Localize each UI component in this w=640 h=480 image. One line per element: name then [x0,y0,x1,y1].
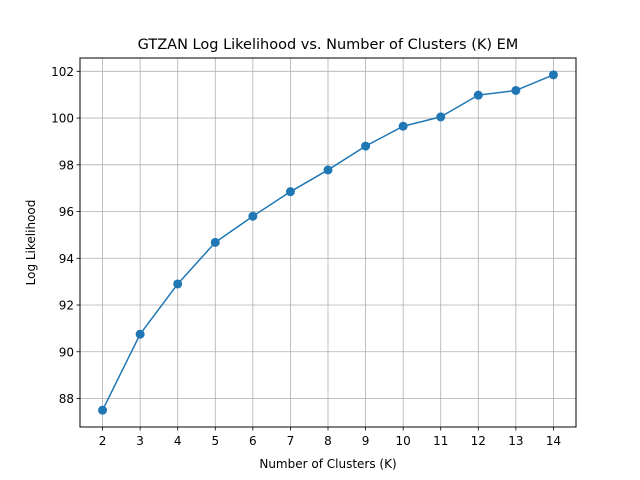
x-tick-label: 3 [136,434,144,448]
x-tick-label: 14 [546,434,561,448]
data-point [98,405,108,415]
data-point [135,329,145,339]
y-axis-title: Log Likelihood [24,200,38,286]
y-tick-label: 100 [51,112,74,126]
x-tick-label: 6 [249,434,257,448]
y-tick-label: 96 [59,205,74,219]
x-tick-label: 11 [433,434,448,448]
data-point [361,141,371,151]
data-point [511,85,521,95]
x-tick-label: 8 [324,434,332,448]
y-tick-label: 88 [59,392,74,406]
x-tick-label: 10 [396,434,411,448]
x-axis: 2 3 4 5 6 7 8 9 10 11 12 13 14 [99,427,561,448]
chart-title: GTZAN Log Likelihood vs. Number of Clust… [138,37,519,53]
x-tick-label: 12 [471,434,486,448]
x-tick-label: 13 [508,434,523,448]
x-tick-label: 9 [362,434,370,448]
data-point [210,237,220,247]
x-tick-label: 4 [174,434,182,448]
data-point [398,121,408,131]
y-tick-label: 90 [59,345,74,359]
grid [80,58,576,427]
plot-area [98,70,558,415]
data-point [173,279,183,289]
y-tick-label: 98 [59,158,74,172]
y-tick-label: 94 [59,252,74,266]
data-point [436,112,446,122]
y-tick-label: 102 [51,65,74,79]
data-point [323,165,333,175]
x-tick-label: 5 [211,434,219,448]
data-point [548,70,558,80]
x-axis-title: Number of Clusters (K) [259,457,396,471]
y-tick-label: 92 [59,299,74,313]
data-point [473,90,483,100]
data-point [285,187,295,197]
x-tick-label: 2 [99,434,107,448]
data-point [248,211,258,221]
y-axis: 88 90 92 94 96 98 100 102 [51,65,80,406]
x-tick-label: 7 [287,434,295,448]
